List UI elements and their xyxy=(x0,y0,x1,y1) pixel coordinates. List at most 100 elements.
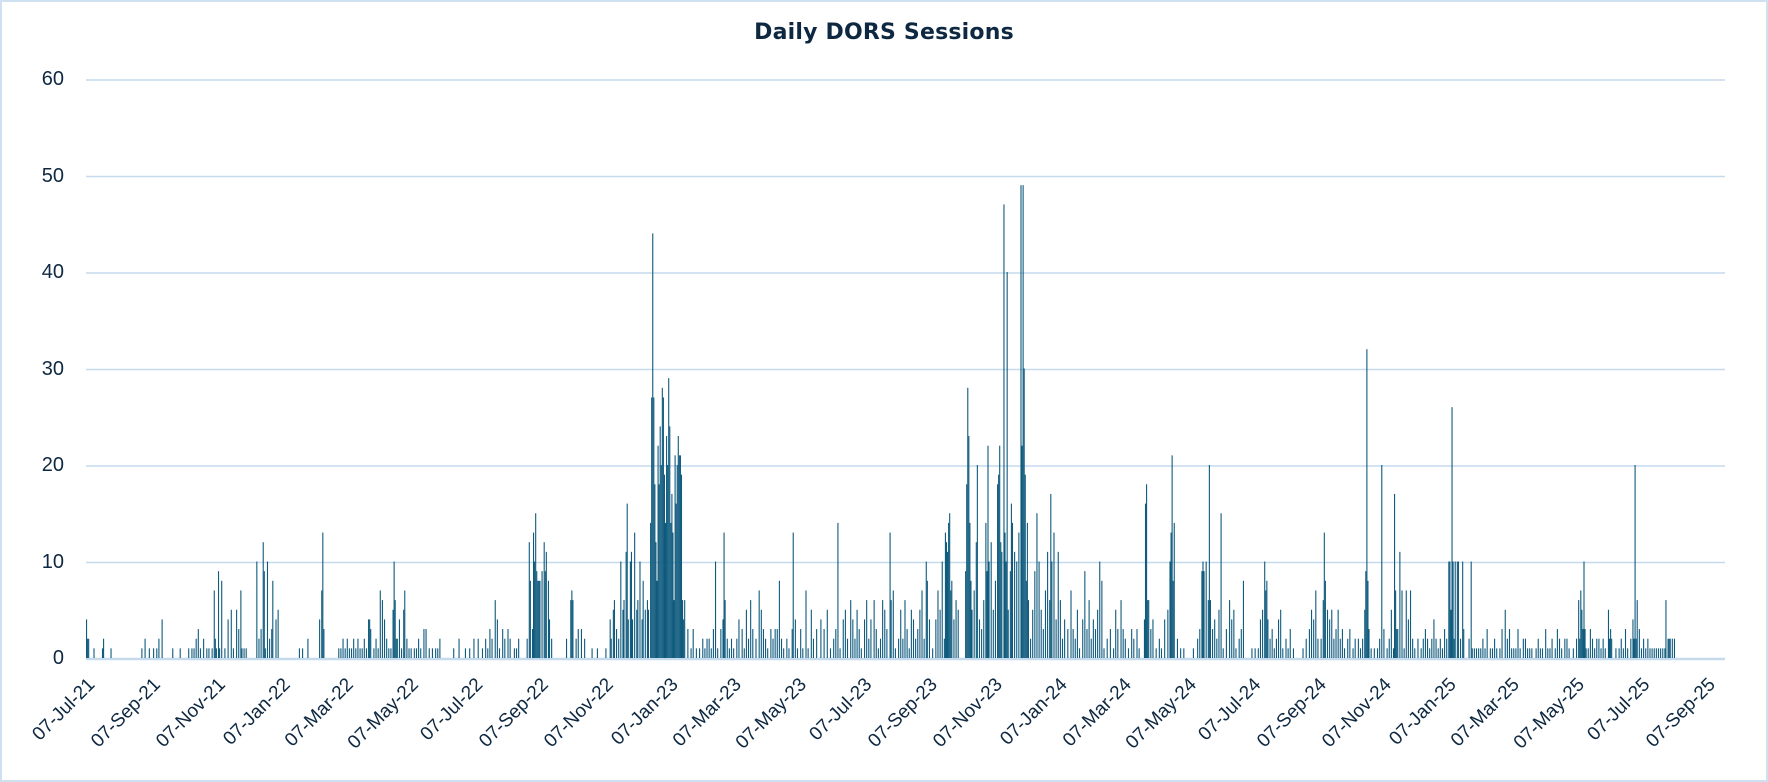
data-bar xyxy=(1143,619,1145,658)
data-bar xyxy=(423,629,425,658)
data-bar xyxy=(805,590,807,658)
data-bar xyxy=(1529,648,1531,658)
data-bar xyxy=(854,638,856,658)
data-bar xyxy=(939,609,941,658)
data-bar xyxy=(1315,590,1317,658)
data-bar xyxy=(833,638,835,658)
data-bar xyxy=(1594,648,1596,658)
data-bar xyxy=(245,648,247,658)
data-bar xyxy=(947,551,949,658)
data-bar xyxy=(1229,600,1231,658)
data-bar xyxy=(1335,629,1337,658)
data-bar xyxy=(1439,638,1441,658)
data-bar xyxy=(344,648,346,658)
data-bar xyxy=(1462,561,1464,658)
data-bar xyxy=(1122,629,1124,658)
data-bar xyxy=(794,619,796,658)
data-bar xyxy=(966,484,968,658)
data-bar xyxy=(986,571,988,658)
data-bar xyxy=(1582,629,1584,658)
data-bar xyxy=(93,648,95,658)
data-bar xyxy=(937,590,939,658)
data-bar xyxy=(1131,629,1133,658)
data-bar xyxy=(1271,629,1273,658)
data-bar xyxy=(458,638,460,658)
data-bar xyxy=(682,600,684,658)
data-bar xyxy=(999,445,1001,658)
data-bar xyxy=(260,629,262,658)
data-bar xyxy=(1519,648,1521,658)
data-bar xyxy=(373,648,375,658)
data-bar xyxy=(1055,619,1057,658)
data-bar xyxy=(148,648,150,658)
data-bar xyxy=(1208,465,1210,658)
data-bar xyxy=(437,648,439,658)
data-bar xyxy=(1608,638,1611,658)
data-bar xyxy=(654,484,656,658)
data-bar xyxy=(1522,638,1524,658)
data-bar xyxy=(868,638,870,658)
data-bar xyxy=(714,561,717,658)
data-bar xyxy=(752,629,754,658)
data-bar xyxy=(1218,609,1220,658)
data-bar xyxy=(852,619,854,658)
data-bar xyxy=(677,436,679,658)
data-bar xyxy=(1517,629,1519,658)
data-bar xyxy=(580,629,582,658)
data-bar xyxy=(213,590,215,658)
data-bar xyxy=(1535,648,1537,658)
data-bar xyxy=(386,638,388,658)
data-bar xyxy=(973,590,975,658)
data-bar xyxy=(772,638,774,658)
data-bar xyxy=(509,638,511,658)
data-bar xyxy=(1337,609,1339,658)
data-bar xyxy=(866,600,868,658)
data-bar xyxy=(1231,619,1233,658)
data-bar xyxy=(879,638,882,658)
data-bar xyxy=(1180,648,1182,658)
data-bar xyxy=(1566,638,1568,658)
data-bar xyxy=(690,648,692,658)
data-bar xyxy=(1329,619,1331,658)
data-bar xyxy=(1051,561,1053,658)
data-bar xyxy=(671,493,673,658)
data-bar xyxy=(1513,648,1515,658)
data-bar xyxy=(1275,638,1277,658)
data-bar xyxy=(1394,493,1396,658)
data-bar xyxy=(1600,648,1602,658)
data-bar xyxy=(975,542,977,658)
data-bar xyxy=(1238,638,1240,658)
data-bar xyxy=(641,619,643,658)
data-bar xyxy=(1106,638,1108,658)
data-bar xyxy=(596,648,598,658)
data-bar xyxy=(1541,648,1544,658)
data-bar xyxy=(1470,561,1472,658)
data-bar xyxy=(623,600,625,658)
data-bar xyxy=(110,648,112,658)
data-bar xyxy=(1422,638,1424,658)
data-bar xyxy=(655,542,657,658)
data-bar xyxy=(1450,609,1452,658)
data-bar xyxy=(950,590,952,658)
data-bar xyxy=(858,629,860,658)
data-bar xyxy=(613,600,615,658)
data-bar xyxy=(676,465,678,658)
data-bar xyxy=(1341,629,1343,658)
data-bar xyxy=(1478,648,1480,658)
data-bar xyxy=(1313,619,1315,658)
data-bar xyxy=(1050,493,1052,658)
data-bar xyxy=(1026,522,1028,658)
data-bar xyxy=(539,580,541,658)
data-bar xyxy=(86,619,88,658)
data-bar xyxy=(706,638,708,658)
data-bar xyxy=(1424,629,1426,658)
data-bar xyxy=(1376,648,1379,658)
data-bar xyxy=(661,387,663,658)
data-bar xyxy=(949,513,951,658)
data-bar xyxy=(1549,648,1551,658)
data-bar xyxy=(1636,600,1638,658)
data-bar xyxy=(684,600,686,658)
data-bar xyxy=(1264,561,1266,658)
data-bar xyxy=(1273,648,1275,658)
data-bar xyxy=(1020,185,1022,658)
